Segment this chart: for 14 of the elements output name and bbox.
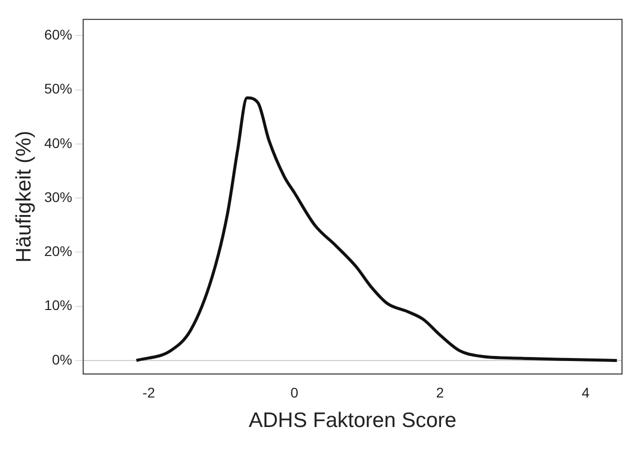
- y-tick-label: 20%: [44, 243, 72, 260]
- x-tick-label: -2: [142, 384, 156, 400]
- x-axis-title: ADHS Faktoren Score: [248, 409, 456, 432]
- x-tick-label: 2: [436, 384, 444, 400]
- x-tick-label: 4: [582, 384, 590, 400]
- y-tick-label: 0%: [52, 351, 72, 368]
- y-tick-label: 50%: [44, 80, 72, 97]
- y-tick-label: 60%: [44, 26, 72, 42]
- y-tick-label: 40%: [44, 134, 72, 151]
- y-tick-label: 10%: [44, 297, 72, 314]
- x-tick-label: 0: [290, 384, 298, 400]
- y-tick-label: 30%: [44, 188, 72, 205]
- line-series: [134, 96, 618, 362]
- y-axis-title: Häufigkeit (%): [12, 130, 36, 263]
